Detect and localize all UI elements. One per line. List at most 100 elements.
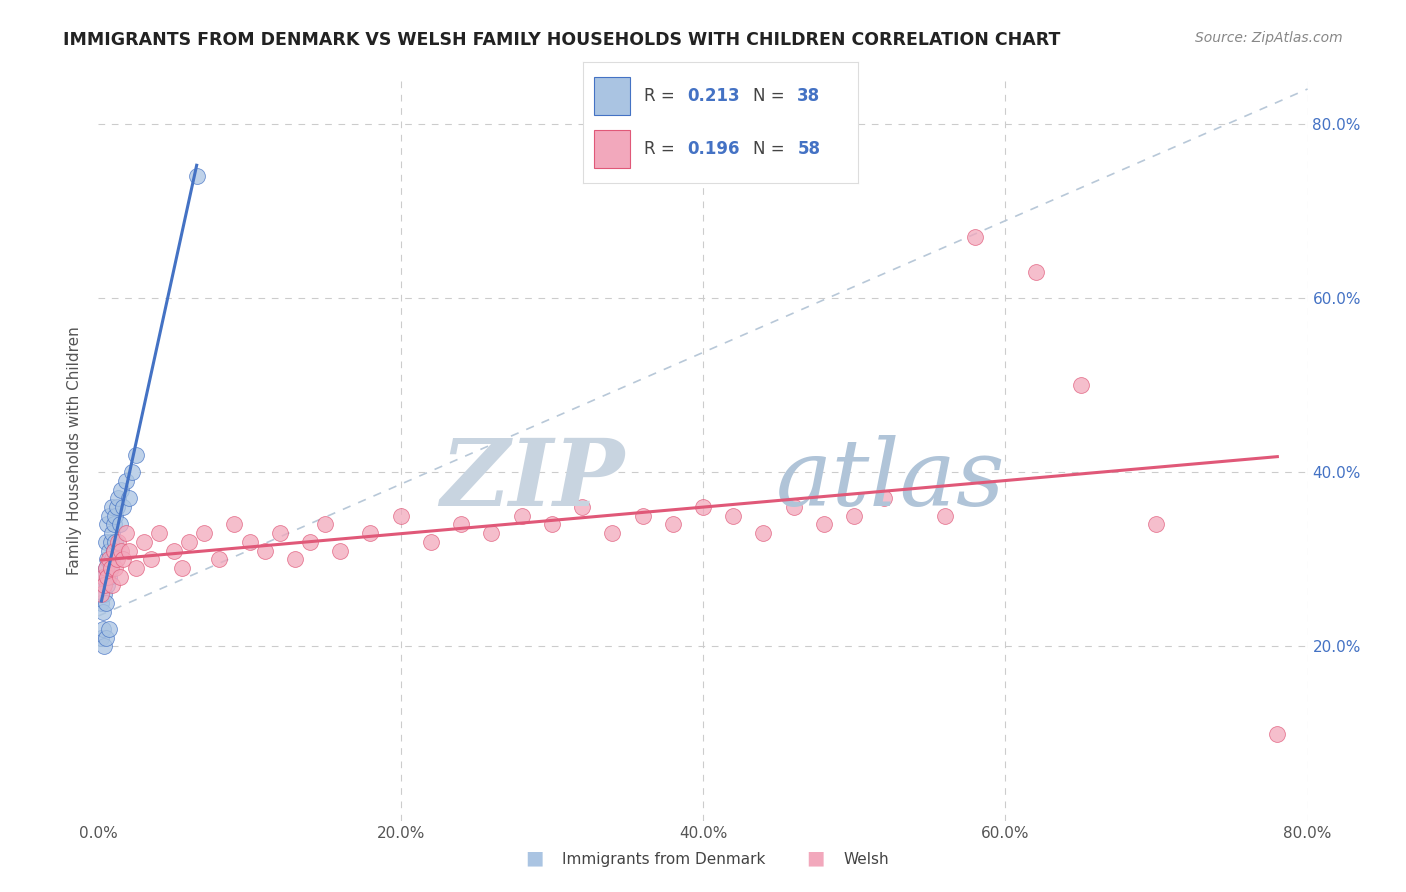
Point <box>813 517 835 532</box>
Y-axis label: Family Households with Children: Family Households with Children <box>67 326 83 574</box>
Text: 0.196: 0.196 <box>688 140 740 158</box>
Point <box>193 526 215 541</box>
Text: Welsh: Welsh <box>844 852 889 867</box>
Text: N =: N = <box>754 140 790 158</box>
Text: 38: 38 <box>797 87 821 105</box>
Point <box>98 552 121 566</box>
Point <box>299 535 322 549</box>
Point <box>540 517 562 532</box>
Text: ■: ■ <box>806 848 825 867</box>
FancyBboxPatch shape <box>595 77 630 115</box>
Point <box>94 596 117 610</box>
Point <box>965 230 987 244</box>
Point <box>692 500 714 514</box>
Point <box>1267 726 1289 740</box>
Text: N =: N = <box>754 87 790 105</box>
Point <box>934 508 956 523</box>
Point <box>104 561 127 575</box>
Point <box>844 508 866 523</box>
Point <box>93 640 115 654</box>
Point <box>94 561 117 575</box>
Point <box>111 500 134 514</box>
Point <box>101 552 124 566</box>
Point <box>253 543 276 558</box>
Point <box>1144 517 1167 532</box>
FancyBboxPatch shape <box>595 130 630 169</box>
Point <box>125 448 148 462</box>
Text: ZIP: ZIP <box>440 435 624 525</box>
Point <box>141 552 163 566</box>
Text: atlas: atlas <box>776 435 1005 525</box>
Point <box>661 517 683 532</box>
Point <box>110 483 132 497</box>
Point <box>329 543 352 558</box>
Text: 0.213: 0.213 <box>688 87 741 105</box>
Point <box>873 491 896 506</box>
Point <box>125 561 148 575</box>
Point <box>105 500 128 514</box>
Point <box>420 535 443 549</box>
Point <box>314 517 336 532</box>
Point <box>104 535 127 549</box>
Point <box>108 570 131 584</box>
Point <box>118 491 141 506</box>
Point <box>90 631 112 645</box>
Point <box>783 500 806 514</box>
Point <box>481 526 503 541</box>
Point <box>98 543 121 558</box>
Point <box>91 578 114 592</box>
Point <box>752 526 775 541</box>
Point <box>450 517 472 532</box>
Point <box>269 526 291 541</box>
Point <box>96 517 118 532</box>
Point <box>111 552 134 566</box>
Point <box>224 517 246 532</box>
Point <box>91 605 114 619</box>
Point <box>100 561 122 575</box>
Point <box>132 535 155 549</box>
Text: Immigrants from Denmark: Immigrants from Denmark <box>562 852 766 867</box>
Point <box>103 543 125 558</box>
Point <box>170 561 193 575</box>
Point <box>101 526 124 541</box>
Point <box>90 587 112 601</box>
Point <box>100 535 122 549</box>
Point <box>108 517 131 532</box>
Point <box>93 570 115 584</box>
Point <box>208 552 231 566</box>
Point <box>96 570 118 584</box>
Text: IMMIGRANTS FROM DENMARK VS WELSH FAMILY HOUSEHOLDS WITH CHILDREN CORRELATION CHA: IMMIGRANTS FROM DENMARK VS WELSH FAMILY … <box>63 31 1060 49</box>
Point <box>110 543 132 558</box>
Point <box>94 561 117 575</box>
Point <box>105 552 128 566</box>
Point <box>103 543 125 558</box>
Point <box>114 474 136 488</box>
Point <box>91 622 114 636</box>
Point <box>121 465 143 479</box>
Point <box>571 500 593 514</box>
Point <box>148 526 170 541</box>
Point <box>96 552 118 566</box>
Point <box>93 587 115 601</box>
Point <box>101 578 124 592</box>
Point <box>631 508 654 523</box>
Point <box>284 552 307 566</box>
Text: Source: ZipAtlas.com: Source: ZipAtlas.com <box>1195 31 1343 45</box>
Point <box>107 535 129 549</box>
Point <box>389 508 412 523</box>
Point <box>1024 265 1046 279</box>
Point <box>94 535 117 549</box>
Point <box>107 491 129 506</box>
Point <box>101 500 124 514</box>
Point <box>723 508 745 523</box>
Point <box>1070 378 1092 392</box>
Point <box>91 570 114 584</box>
Text: ■: ■ <box>524 848 544 867</box>
Point <box>118 543 141 558</box>
Point <box>360 526 382 541</box>
Point <box>104 508 127 523</box>
Point <box>510 508 533 523</box>
Text: 58: 58 <box>797 140 820 158</box>
Point <box>94 631 117 645</box>
Point <box>96 578 118 592</box>
